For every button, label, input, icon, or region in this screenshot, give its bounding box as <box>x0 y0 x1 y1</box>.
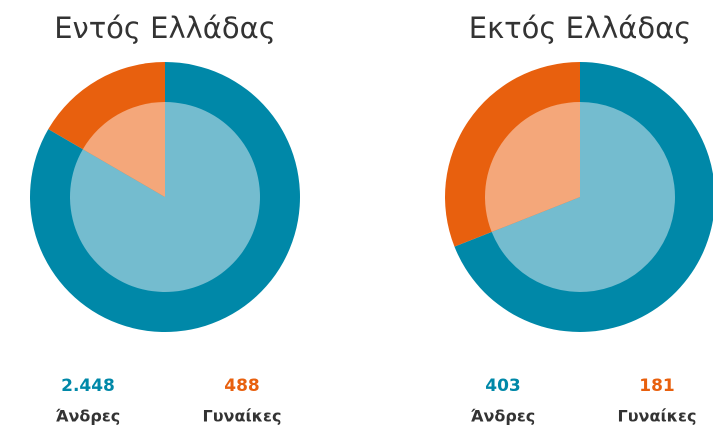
value-label: 403 <box>485 376 521 396</box>
legend-label: Άνδρες <box>471 407 536 426</box>
chart-title: Εντός Ελλάδας <box>54 11 276 45</box>
legend-label: Γυναίκες <box>618 407 697 426</box>
pie-slice-inner <box>82 102 165 197</box>
value-label: 2.448 <box>61 376 115 396</box>
pie-slice-inner <box>491 102 676 292</box>
chart-title: Εκτός Ελλάδας <box>469 11 692 45</box>
legend-label: Άνδρες <box>56 407 121 426</box>
legend-label: Γυναίκες <box>203 407 282 426</box>
pie-slice-inner <box>485 102 580 232</box>
value-label: 181 <box>639 376 675 396</box>
value-label: 488 <box>224 376 260 396</box>
